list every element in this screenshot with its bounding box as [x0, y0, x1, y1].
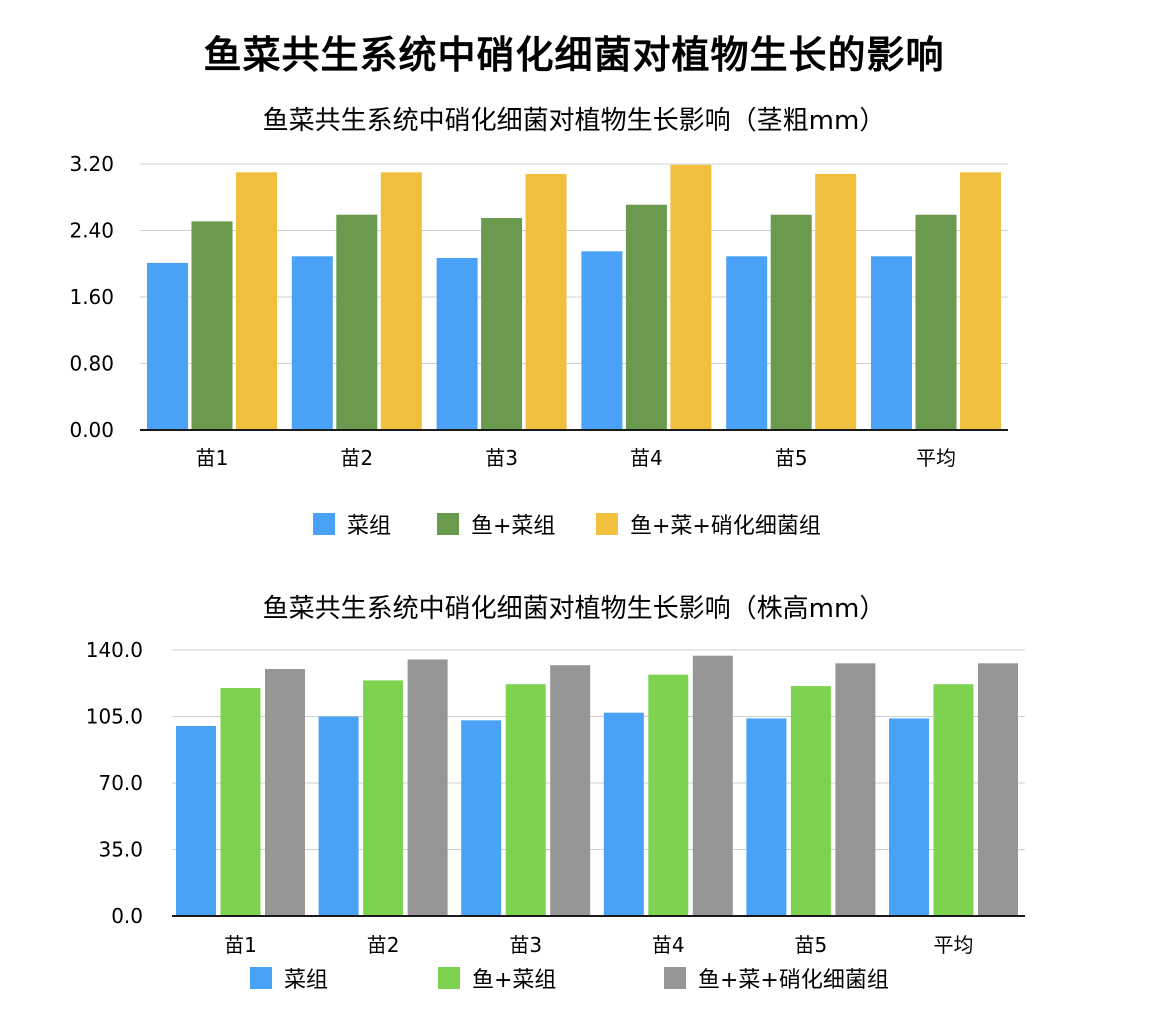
legend-swatch: [438, 967, 460, 989]
legend-item: 菜组: [313, 508, 391, 540]
legend-label: 菜组: [284, 968, 329, 993]
y-tick-label: 140.0: [86, 638, 143, 662]
legend-item: 菜组: [250, 962, 328, 994]
bar-2: [505, 684, 546, 916]
bar-2: [220, 688, 261, 916]
bar-1: [889, 718, 929, 916]
bar-2: [363, 680, 404, 916]
bar-1: [746, 718, 787, 916]
x-tick-label: 苗2: [367, 933, 400, 957]
x-tick-label: 苗4: [652, 933, 685, 957]
x-tick-label: 苗1: [224, 933, 257, 957]
chart-2-legend: 菜组 鱼+菜组 鱼+菜+硝化细菌组: [0, 962, 1163, 994]
x-tick-label: 苗5: [775, 446, 808, 470]
chart-1-legend: 菜组 鱼+菜组 鱼+菜+硝化细菌组: [0, 508, 1163, 540]
bar-1: [147, 262, 188, 430]
x-tick-label: 苗3: [485, 446, 518, 470]
bar-3: [978, 663, 1018, 916]
x-tick-label: 平均: [916, 446, 956, 470]
bar-3: [265, 669, 305, 916]
bar-2: [336, 214, 378, 430]
bar-2: [915, 214, 957, 430]
legend-item: 鱼+菜组: [438, 962, 556, 994]
bar-3: [960, 172, 1001, 430]
y-tick-label: 2.40: [69, 219, 114, 243]
bar-3: [525, 173, 567, 430]
bar-3: [815, 173, 857, 430]
bar-2: [790, 686, 831, 916]
bar-1: [318, 716, 359, 916]
bar-1: [436, 257, 478, 430]
legend-swatch: [596, 513, 618, 535]
bar-1: [176, 726, 216, 916]
bar-3: [835, 663, 876, 916]
y-tick-label: 105.0: [86, 705, 143, 729]
x-tick-label: 苗3: [509, 933, 542, 957]
bar-1: [871, 256, 912, 430]
page-title: 鱼菜共生系统中硝化细菌对植物生长的影响: [203, 33, 945, 77]
bar-1: [461, 720, 502, 916]
legend-item: 鱼+菜+硝化细菌组: [664, 962, 889, 994]
bar-3: [670, 164, 712, 431]
bar-2: [191, 221, 233, 430]
legend-item: 鱼+菜组: [437, 508, 555, 540]
bar-3: [380, 172, 422, 430]
bar-1: [291, 256, 333, 430]
y-tick-label: 3.20: [69, 152, 114, 176]
chart-1-stem-diameter: 0.00 0.80 1.60 2.40 3.20 苗1 苗2 苗3 苗4 苗5 平均: [69, 152, 1008, 470]
x-tick-label: 苗5: [795, 933, 828, 957]
x-tick-label: 苗2: [340, 446, 373, 470]
bar-3: [236, 172, 277, 430]
y-tick-label: 0.00: [69, 418, 114, 442]
bar-2: [625, 204, 667, 430]
x-tick-label: 苗4: [630, 446, 663, 470]
legend-item: 鱼+菜+硝化细菌组: [596, 508, 821, 540]
legend-label: 菜组: [347, 514, 392, 539]
x-tick-label: 苗1: [196, 446, 229, 470]
bar-3: [550, 665, 591, 916]
bar-3: [692, 655, 733, 916]
y-tick-label: 0.0: [111, 904, 143, 928]
legend-swatch: [313, 513, 335, 535]
bar-1: [726, 256, 768, 430]
legend-swatch: [250, 967, 272, 989]
y-tick-label: 35.0: [98, 838, 143, 862]
y-tick-label: 0.80: [69, 352, 114, 376]
bar-2: [770, 214, 812, 430]
x-tick-label: 平均: [934, 933, 974, 957]
chart-1-title: 鱼菜共生系统中硝化细菌对植物生长影响（茎粗mm）: [262, 106, 886, 136]
legend-label: 鱼+菜+硝化细菌组: [630, 514, 821, 539]
legend-label: 鱼+菜组: [472, 968, 557, 993]
legend-swatch: [664, 967, 686, 989]
legend-label: 鱼+菜组: [471, 514, 556, 539]
y-tick-label: 70.0: [98, 771, 143, 795]
bar-2: [933, 684, 974, 916]
bar-3: [407, 659, 448, 916]
bar-2: [648, 674, 689, 916]
bar-1: [581, 251, 623, 430]
legend-swatch: [437, 513, 459, 535]
bar-2: [481, 218, 523, 430]
bar-1: [603, 712, 644, 916]
y-tick-label: 1.60: [69, 285, 114, 309]
chart-2-plant-height: 0.0 35.0 70.0 105.0 140.0 苗1 苗2 苗3 苗4 苗5 平均: [86, 638, 1025, 957]
legend-label: 鱼+菜+硝化细菌组: [698, 968, 889, 993]
chart-2-title: 鱼菜共生系统中硝化细菌对植物生长影响（株高mm）: [262, 594, 886, 624]
